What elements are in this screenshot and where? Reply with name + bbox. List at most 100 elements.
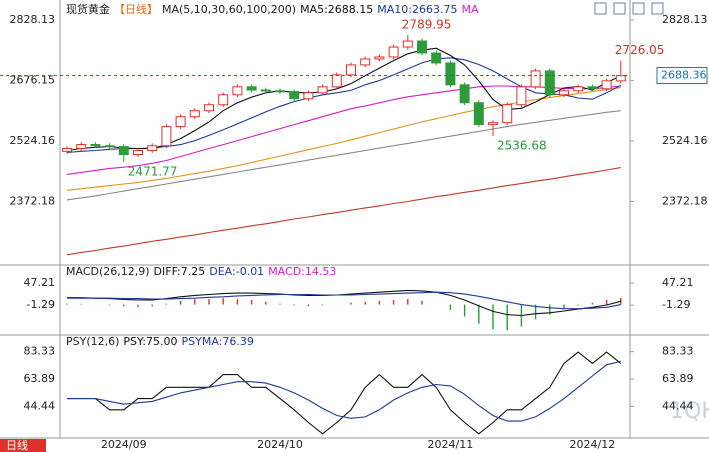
price-annotation: 2471.77 [128, 164, 178, 178]
candle-body [147, 145, 158, 152]
header-item: DEA:-0.01 [209, 265, 264, 278]
last-price-label: 2688.36 [661, 69, 707, 82]
y-tick-label: 83.33 [24, 345, 56, 358]
y-tick-label: 63.89 [662, 372, 694, 385]
ma-line [66, 110, 621, 201]
toolbar-icons [594, 2, 664, 15]
candle-body [445, 62, 456, 86]
candle-body [402, 40, 413, 48]
candle-body [346, 64, 356, 76]
candle-body [615, 75, 626, 82]
header-item: MACD:14.53 [268, 265, 336, 278]
header-item: 现货黄金 [66, 2, 110, 16]
candle-body [275, 90, 285, 93]
candle-body [62, 148, 72, 152]
price-annotation: 2789.95 [402, 18, 452, 32]
candle-body [90, 144, 101, 147]
period-tab-label[interactable]: 日线 [6, 438, 28, 452]
candle-body [601, 80, 612, 90]
icon[interactable] [651, 2, 664, 15]
candle-body [431, 52, 442, 64]
ma-line [66, 87, 621, 191]
y-tick-label: 47.21 [24, 276, 56, 289]
y-tick-label: 2524.16 [10, 134, 56, 147]
candle-body [232, 86, 243, 96]
header-item: MA [462, 3, 479, 16]
candle-body [118, 146, 129, 156]
last-price-box [656, 67, 708, 85]
candle-body [246, 86, 257, 91]
macd-line [67, 291, 621, 310]
y-tick-label: 2828.13 [662, 13, 708, 26]
header-item: MACD(26,12,9) [66, 265, 150, 278]
header-item: PSYMA:76.39 [182, 335, 254, 348]
ma-line [66, 57, 622, 154]
candle-body [502, 104, 513, 124]
candle-body [76, 144, 87, 150]
icon[interactable] [632, 2, 645, 15]
header-item: DIFF:7.25 [154, 265, 206, 278]
watermark: 1QH.CN [670, 399, 709, 424]
candle-body [317, 86, 328, 94]
candle-body [161, 126, 172, 147]
ma-line [66, 47, 622, 152]
candle-body [260, 89, 271, 92]
x-tick-label: 2024/10 [257, 438, 303, 451]
y-tick-label: 2828.13 [10, 13, 56, 26]
candle-body [544, 70, 555, 96]
price-annotation: 2536.68 [497, 138, 547, 152]
period-tab[interactable] [0, 439, 46, 452]
y-tick-label: 2372.18 [662, 194, 708, 207]
header-item: 【日线】 [114, 2, 158, 16]
candle-body [289, 91, 300, 100]
candle-body [218, 94, 229, 106]
candle-body [388, 46, 399, 58]
ma-line [66, 167, 621, 256]
y-tick-label: 2524.16 [662, 134, 708, 147]
x-tick-label: 2024/09 [101, 438, 147, 451]
candle-body [530, 70, 541, 88]
panel-header: 现货黄金 【日线】 MA(5,10,30,60,100,200) MA5:2688.1… [66, 2, 479, 16]
y-tick-label: 83.33 [662, 345, 694, 358]
header-item: MA(5,10,30,60,100,200) [162, 3, 296, 16]
candle-body [573, 86, 584, 92]
header-item: MA5:2688.15 [300, 3, 373, 16]
header-item: MA10:2663.75 [377, 3, 457, 16]
y-tick-label: -1.29 [662, 298, 690, 311]
candle-body [189, 110, 200, 118]
candle-body [559, 90, 569, 96]
candle-body [374, 56, 385, 60]
y-tick-label: -1.29 [27, 298, 55, 311]
psy-line [67, 351, 622, 435]
y-tick-label: 2676.15 [10, 73, 56, 86]
y-tick-label: 47.21 [662, 276, 694, 289]
candle-body [204, 104, 214, 112]
header-item: PSY:75.00 [123, 335, 177, 348]
candle-body [488, 122, 498, 126]
candle-body [417, 40, 427, 54]
y-tick-label: 44.44 [662, 399, 694, 412]
candle-body [516, 86, 527, 106]
x-tick-label: 2024/12 [570, 438, 616, 451]
price-annotation: 2726.05 [615, 43, 665, 57]
candle-body [104, 145, 115, 148]
psy-line [67, 360, 621, 422]
candle-body [473, 102, 484, 126]
candle-body [360, 58, 371, 66]
candle-body [331, 74, 342, 88]
x-tick-label: 2024/11 [428, 438, 474, 451]
y-tick-label: 44.44 [24, 399, 56, 412]
panel-header: PSY(12,6) PSY:75.00 PSYMA:76.39 [66, 335, 254, 348]
ma-line [66, 85, 621, 175]
y-tick-label: 2372.18 [10, 194, 56, 207]
panel-header: MACD(26,12,9) DIFF:7.25 DEA:-0.01 MACD:14.5… [66, 265, 336, 278]
candle-body [133, 150, 143, 156]
candle-body [303, 92, 314, 100]
candle-body [587, 86, 598, 90]
icon[interactable] [613, 2, 626, 15]
candle-body [175, 116, 186, 128]
candle-body [459, 84, 470, 104]
icon[interactable] [594, 2, 607, 15]
y-tick-label: 63.89 [24, 372, 56, 385]
